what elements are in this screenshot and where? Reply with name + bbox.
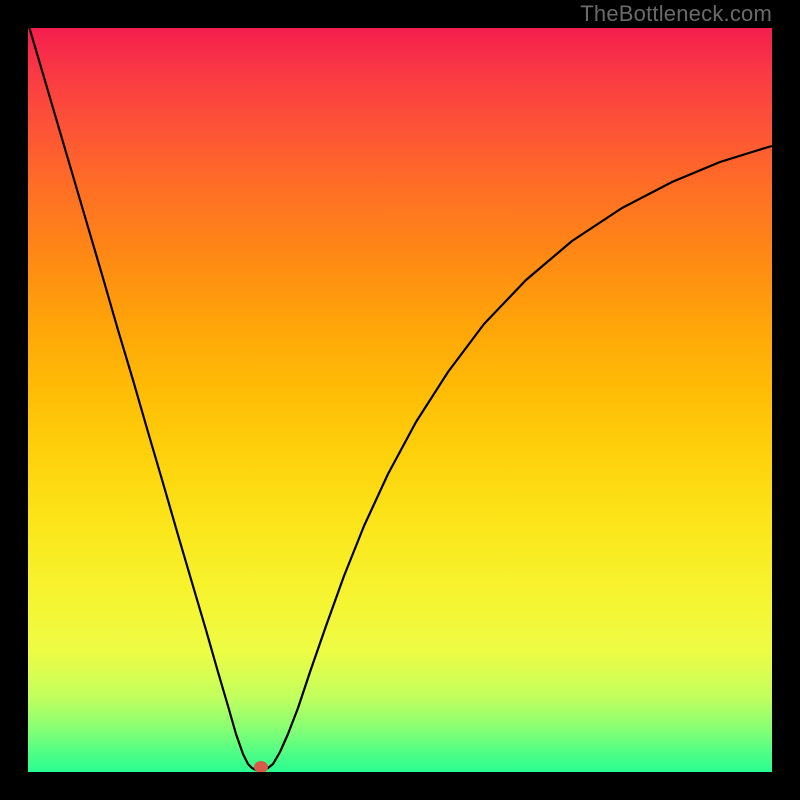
curve-svg: [28, 28, 772, 772]
chart-frame: TheBottleneck.com: [0, 0, 800, 800]
optimum-marker: [254, 761, 268, 772]
plot-area: [28, 28, 772, 772]
bottleneck-curve: [28, 28, 772, 771]
watermark-text: TheBottleneck.com: [580, 1, 772, 27]
